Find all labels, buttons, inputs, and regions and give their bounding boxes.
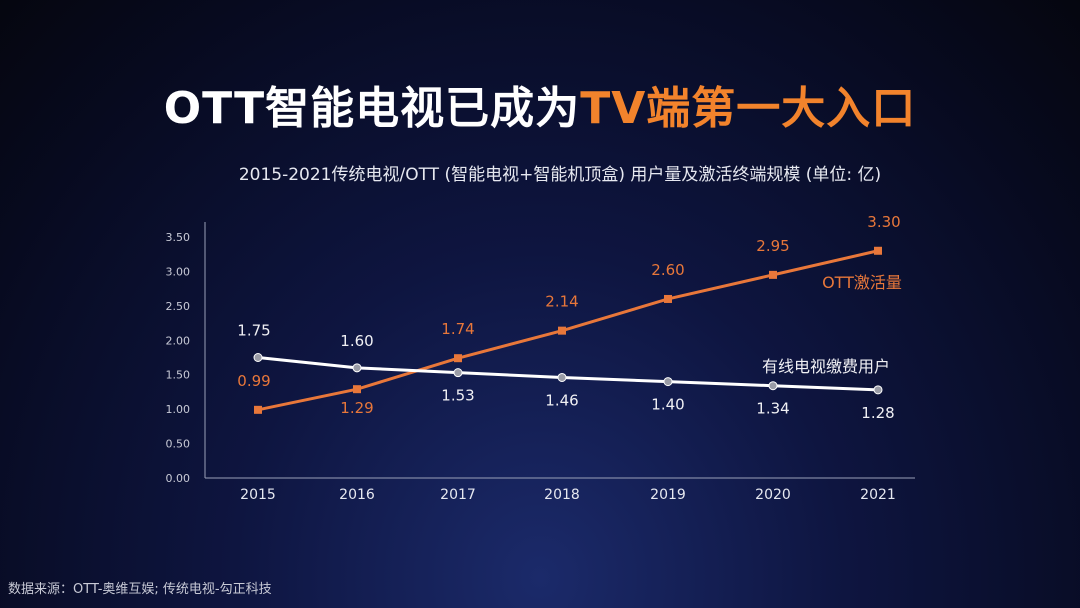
series-label-cable: 有线电视缴费用户 (762, 357, 890, 376)
ott-point (769, 270, 777, 279)
data-label: 2.60 (651, 261, 684, 279)
data-source: 数据来源：OTT-奥维互娱; 传统电视-勾正科技 (8, 582, 272, 597)
ott-point (454, 354, 462, 363)
data-label: 1.40 (651, 396, 684, 414)
series-label-ott: OTT激活量 (822, 273, 902, 292)
y-tick-label: 1.50 (166, 369, 191, 382)
x-tick-label: 2017 (440, 487, 476, 503)
data-label: 1.29 (340, 399, 373, 417)
cable-point (663, 377, 673, 387)
chart-title: 2015-2021传统电视/OTT (智能电视+智能机顶盒) 用户量及激活终端规… (238, 165, 882, 185)
cable-point (352, 363, 362, 373)
x-tick-label: 2018 (544, 487, 580, 503)
data-label: 1.60 (340, 332, 373, 350)
data-label: 1.53 (441, 387, 474, 405)
ott-point (664, 294, 672, 303)
y-tick-label: 0.00 (166, 472, 191, 485)
title-main: OTT智能电视已成为 (163, 83, 581, 134)
page-title: OTT智能电视已成为TV端第一大入口 (0, 72, 1080, 136)
cable-point (873, 385, 883, 395)
data-label: 0.99 (237, 372, 270, 390)
data-label: 1.46 (545, 391, 578, 409)
cable-point (768, 381, 778, 391)
ott-point (254, 405, 262, 414)
data-label: 2.14 (545, 293, 578, 311)
title-highlight: TV端第一大入口 (580, 83, 917, 134)
y-tick-label: 2.00 (166, 334, 191, 347)
data-label: 1.34 (756, 400, 789, 418)
x-tick-label: 2021 (860, 487, 896, 503)
cable-point (557, 372, 567, 382)
y-tick-label: 0.50 (166, 438, 191, 451)
data-label: 1.75 (237, 322, 270, 340)
cable-point (453, 368, 463, 378)
data-label: 1.74 (441, 320, 474, 338)
data-label: 3.30 (867, 213, 900, 231)
ott-point (558, 326, 566, 335)
data-label: 1.28 (861, 404, 894, 422)
ott-point (874, 246, 882, 255)
y-tick-label: 2.50 (166, 300, 191, 313)
data-label: 2.95 (756, 237, 789, 255)
y-tick-label: 3.50 (166, 231, 191, 244)
y-tick-label: 3.00 (166, 265, 191, 278)
cable-point (253, 353, 263, 362)
x-tick-label: 2019 (650, 487, 686, 503)
x-tick-label: 2016 (339, 487, 375, 503)
ott-point (353, 385, 361, 394)
y-tick-label: 1.00 (166, 403, 191, 416)
x-tick-label: 2020 (755, 487, 791, 503)
x-tick-label: 2015 (240, 487, 276, 503)
